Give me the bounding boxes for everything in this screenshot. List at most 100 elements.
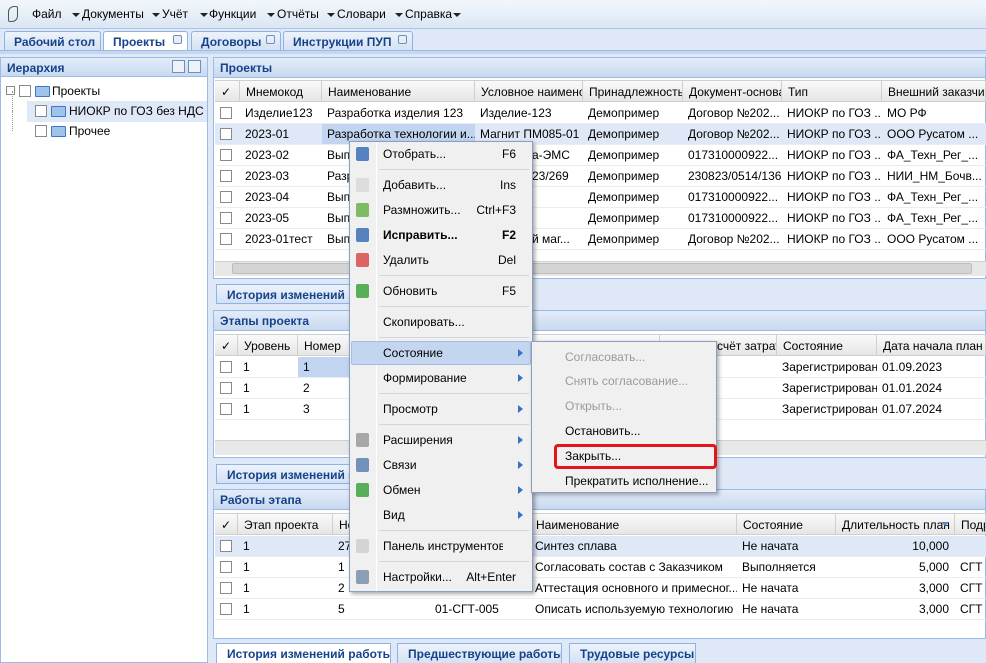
table-cell[interactable]: ФА_Техн_Рег_... [887, 148, 979, 162]
tab[interactable]: История изменений работы [216, 643, 391, 663]
menu-item[interactable]: Функции [209, 7, 257, 21]
table-cell[interactable]: Аттестация основного и примесног... [535, 581, 737, 595]
menu-item[interactable]: Документы [82, 7, 144, 21]
table-cell[interactable]: Описать используемую технологию [535, 602, 734, 616]
menu-item[interactable]: Отобрать... [383, 147, 447, 161]
table-cell[interactable]: Демопример [588, 169, 660, 183]
table-cell[interactable]: ФА_Техн_Рег_... [887, 211, 979, 225]
tab[interactable]: Договоры [191, 31, 281, 51]
table-cell[interactable]: Зарегистрирован [782, 402, 877, 416]
checkbox[interactable] [220, 403, 232, 415]
table-cell[interactable]: НИОКР по ГОЗ ... [787, 232, 882, 246]
column-header[interactable]: Дата начала план [877, 334, 986, 356]
table-cell[interactable]: Согласовать состав с Заказчиком [535, 560, 723, 574]
tab[interactable]: Трудовые ресурсы [569, 643, 696, 663]
table-cell[interactable]: 1 [243, 560, 250, 574]
table-cell[interactable]: НИОКР по ГОЗ ... [787, 148, 882, 162]
table-cell[interactable]: ФА_Техн_Рег_... [887, 190, 979, 204]
table-cell[interactable]: НИОКР по ГОЗ ... [787, 127, 882, 141]
menu-item[interactable]: Размножить... [383, 203, 461, 217]
tree-node[interactable]: Проекты [52, 84, 101, 98]
column-header[interactable]: Состояние [777, 334, 877, 356]
table-cell[interactable]: 01-СГТ-005 [435, 602, 499, 616]
table-cell[interactable]: 2 [338, 581, 345, 595]
table-cell[interactable]: 2023-04 [245, 190, 290, 204]
column-header[interactable]: Внешний заказчик [882, 80, 986, 102]
checkbox[interactable] [220, 233, 232, 245]
tab[interactable]: История изменений п [216, 284, 366, 304]
table-cell[interactable]: Разр [327, 169, 354, 183]
table-cell[interactable]: 017310000922... [688, 211, 779, 225]
table-cell[interactable]: Зарегистрирован [782, 360, 877, 374]
column-header[interactable]: ✓ [215, 334, 238, 356]
checkbox[interactable] [220, 107, 232, 119]
checkbox[interactable] [220, 361, 232, 373]
menu-item[interactable]: Учёт [162, 7, 189, 21]
checkbox[interactable] [220, 149, 232, 161]
checkbox[interactable] [19, 85, 31, 97]
table-cell[interactable]: 2023-01тест [245, 232, 313, 246]
menu-item[interactable]: Обновить [383, 284, 438, 298]
column-header[interactable]: Условное наименова [475, 80, 583, 102]
checkbox[interactable] [35, 125, 47, 137]
menu-item[interactable]: Расширения [383, 433, 453, 447]
table-cell[interactable]: СГТ [960, 602, 983, 616]
table-cell[interactable]: СГТ [960, 560, 983, 574]
column-header[interactable]: Состояние [737, 513, 836, 535]
column-header[interactable]: ✓ [215, 513, 238, 535]
table-cell[interactable]: Зарегистрирован [782, 381, 877, 395]
table-cell[interactable]: Демопример [588, 232, 660, 246]
table-cell[interactable]: Демопример [588, 106, 660, 120]
tab-close[interactable] [398, 35, 407, 44]
tab[interactable]: Проекты [103, 31, 188, 51]
table-cell[interactable]: Изделие123 [245, 106, 313, 120]
table-cell[interactable]: 230823/0514/136 [688, 169, 782, 183]
menu-item[interactable]: Удалить [383, 253, 429, 267]
table-cell[interactable]: ООО Русатом ... [887, 232, 979, 246]
tree-node[interactable]: НИОКР по ГОЗ без НДС [69, 104, 204, 118]
table-cell[interactable]: Не начата [742, 602, 799, 616]
menu-item[interactable]: Состояние [383, 346, 443, 360]
table-cell[interactable]: 3 [303, 402, 310, 416]
table-cell[interactable]: 2 [303, 381, 310, 395]
table-cell[interactable]: 01.01.2024 [882, 381, 943, 395]
table-cell[interactable]: Изделие-123 [480, 106, 552, 120]
table-cell[interactable]: Синтез сплава [535, 539, 617, 553]
table-cell[interactable]: 01.07.2024 [882, 402, 943, 416]
table-cell[interactable]: ООО Русатом ... [887, 127, 979, 141]
menu-item[interactable]: Прекратить исполнение... [565, 474, 709, 488]
column-header[interactable]: Тип [782, 80, 882, 102]
table-cell[interactable]: й маг... [532, 232, 570, 246]
table-cell[interactable]: 27 [338, 539, 352, 553]
table-cell[interactable]: НИОКР по ГОЗ ... [787, 211, 882, 225]
expand-toggle[interactable] [6, 86, 15, 95]
checkbox[interactable] [220, 191, 232, 203]
table-cell[interactable]: 2023-01 [245, 127, 290, 141]
table-cell[interactable]: 3,000 [918, 581, 949, 595]
table-cell[interactable]: 1 [243, 402, 250, 416]
table-cell[interactable]: Договор №202... [688, 106, 780, 120]
menu-item[interactable]: Скопировать... [383, 315, 465, 329]
column-header[interactable]: Наименование [530, 513, 737, 535]
table-cell[interactable]: 2023-05 [245, 211, 290, 225]
menu-item[interactable]: Исправить... [383, 228, 458, 242]
table-cell[interactable]: 1 [243, 581, 250, 595]
column-header[interactable]: ✓ [215, 80, 240, 102]
menu-item[interactable]: Вид [383, 508, 405, 522]
table-cell[interactable]: Договор №202... [688, 127, 780, 141]
menu-item[interactable]: Панель инструментов [383, 539, 503, 553]
tree-node[interactable]: Прочее [69, 124, 111, 138]
table-cell[interactable]: 5,000 [918, 560, 949, 574]
table-cell[interactable]: 1 [243, 539, 250, 553]
table-cell[interactable]: 1 [243, 381, 250, 395]
menu-item[interactable]: Отчёты [277, 7, 319, 21]
menu-item[interactable]: Связи [383, 458, 417, 472]
tab[interactable]: Инструкции ПУП [283, 31, 413, 51]
checkbox[interactable] [220, 582, 232, 594]
column-header[interactable]: Длительность план [836, 513, 955, 535]
table-cell[interactable]: 2023-03 [245, 169, 290, 183]
collapse-button[interactable] [188, 60, 201, 73]
column-header[interactable]: Подр [955, 513, 986, 535]
table-cell[interactable]: Разработка технологии и... [327, 127, 475, 141]
table-cell[interactable]: Выполняется [742, 560, 816, 574]
